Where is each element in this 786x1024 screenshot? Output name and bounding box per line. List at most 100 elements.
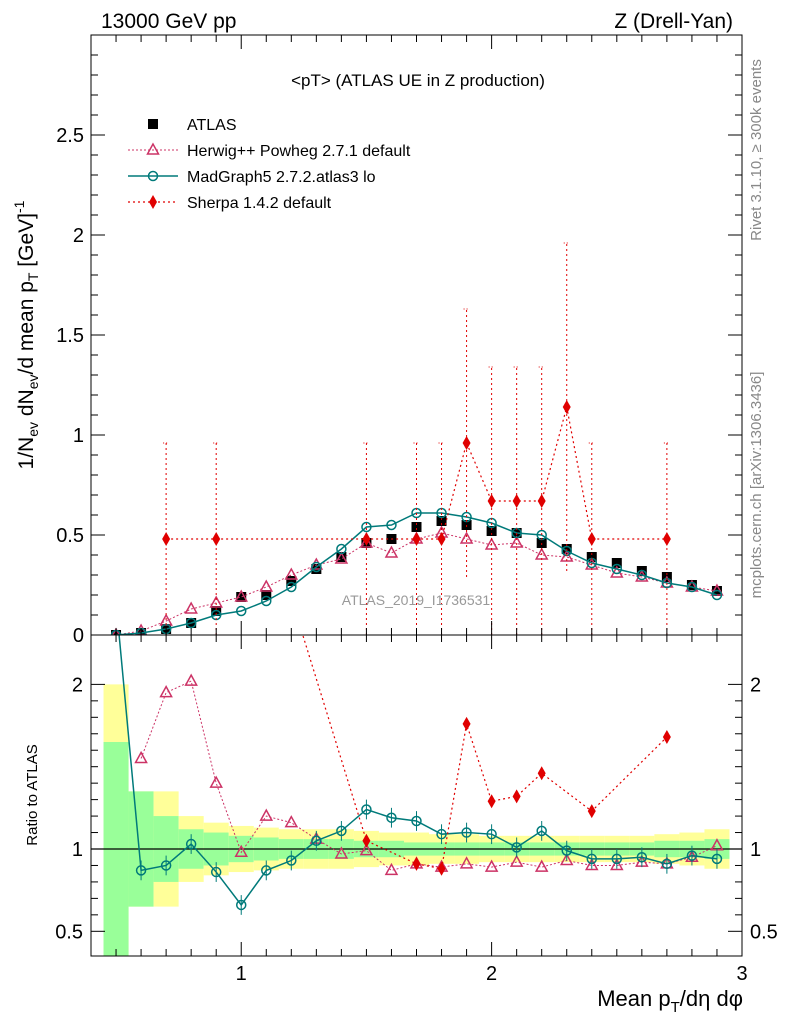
ratio-y-tick-label-right: 1 (750, 839, 761, 861)
data-point (587, 532, 596, 546)
main-panel: 0 0.5 1 1.5 2 2.5 <pT> (ATLAS UE in Z product… (56, 34, 743, 647)
data-point (636, 569, 648, 581)
legend-marker (146, 142, 160, 155)
series-line (166, 406, 667, 540)
data-point (361, 521, 372, 533)
data-point (362, 532, 371, 546)
y-axis-title-ratio: Ratio to ATLAS (24, 744, 41, 845)
y-axis-title-main: 1/Nev dNev/d mean pT [GeV]-1 (11, 200, 41, 469)
ratio-point (536, 825, 547, 837)
ratio-point (436, 828, 447, 840)
ratio-panel: 0.5 0.5 1 1 2 2 1 2 3 (55, 634, 778, 985)
data-point (586, 552, 597, 562)
data-point (386, 519, 397, 531)
data-point (486, 526, 497, 536)
data-point (411, 522, 422, 532)
ratio-point (559, 852, 574, 866)
ratio-line (302, 635, 668, 870)
watermark: ATLAS_2019_I1736531 (342, 592, 491, 608)
ratio-point (411, 815, 422, 827)
ratio-point (487, 794, 496, 809)
data-point (209, 595, 223, 608)
ratio-point (234, 844, 248, 858)
rivet-label: Rivet 3.1.10, ≥ 300k events (748, 59, 765, 241)
data-point (462, 436, 471, 450)
ratio-point (662, 730, 671, 745)
ratio-point (135, 865, 147, 876)
data-point (509, 535, 524, 548)
main-title-text: <pT> (ATLAS UE in Z production) (291, 71, 545, 90)
ratio-y-tick-label: 2 (72, 674, 83, 696)
legend-label: MadGraph5 2.7.2.atlas3 lo (187, 169, 376, 186)
y-tick-label: 0 (73, 625, 84, 647)
data-point (284, 567, 299, 580)
ratio-point (134, 750, 148, 764)
header-left: 13000 GeV pp (101, 10, 236, 33)
data-point (259, 579, 274, 592)
legend-entry: MadGraph5 2.7.2.atlas3 lo (128, 169, 376, 186)
ratio-point (512, 789, 521, 804)
ratio-point (611, 853, 623, 865)
data-point (359, 535, 374, 548)
data-point (111, 627, 121, 635)
legend: ATLAS Herwig++ Powheg 2.7.1 default MadGra… (128, 117, 411, 212)
ratio-point (286, 855, 297, 866)
ratio-series-diamond (302, 635, 671, 876)
data-point (459, 531, 474, 544)
ratio-point (461, 827, 472, 838)
data-point (286, 581, 297, 593)
data-point (611, 563, 623, 575)
data-point (611, 558, 622, 568)
data-point (334, 551, 349, 564)
ratio-point (235, 899, 247, 911)
ratio-point (311, 835, 322, 847)
data-point (261, 590, 272, 600)
ratio-point (184, 673, 198, 686)
data-point (384, 545, 399, 558)
ratio-y-tick-label: 1 (72, 839, 83, 861)
ratio-point (209, 775, 223, 788)
ratio-point (160, 860, 172, 871)
ratio-frame (90, 634, 743, 957)
ratio-y-tick-label-right: 2 (750, 674, 761, 696)
ratio-point (661, 858, 673, 870)
data-point (686, 580, 697, 590)
data-point (562, 400, 571, 414)
ratio-point (334, 846, 349, 859)
main-title: <pT> (ATLAS UE in Z production) (291, 71, 545, 90)
ratio-point (636, 851, 648, 863)
data-point (235, 605, 247, 617)
x-tick-label: 2 (486, 963, 497, 985)
data-point (212, 532, 221, 546)
data-point (234, 589, 248, 602)
legend-label: Herwig++ Powheg 2.7.1 default (187, 143, 411, 160)
ratio-point (484, 859, 499, 872)
ratio-point (610, 857, 624, 871)
ratio-y-tick-label-right: 0.5 (750, 921, 778, 943)
ratio-point (686, 850, 698, 861)
x-axis-title: Mean pT/dη dφ (597, 986, 743, 1016)
x-tick-label: 1 (236, 963, 247, 985)
ratio-point (159, 685, 173, 698)
data-point (436, 516, 447, 526)
ratio-point (561, 845, 572, 856)
ratio-point (587, 804, 596, 819)
ratio-point (534, 859, 549, 872)
legend-entry: Sherpa 1.4.2 default (128, 195, 332, 212)
data-point (412, 532, 421, 546)
ratio-point (185, 838, 197, 850)
data-point (487, 494, 496, 508)
ratio-point (336, 825, 347, 837)
ratio-point (359, 843, 374, 856)
data-point (261, 595, 272, 607)
ratio-point (259, 808, 274, 821)
legend-entry: Herwig++ Powheg 2.7.1 default (128, 142, 411, 160)
header-right: Z (Drell-Yan) (614, 10, 733, 33)
y-tick-label: 2 (73, 225, 84, 247)
data-point (184, 601, 198, 614)
ratio-point (384, 862, 399, 876)
y-tick-label: 1.5 (56, 325, 84, 347)
ratio-point (511, 842, 522, 853)
legend-label: ATLAS (187, 117, 237, 134)
